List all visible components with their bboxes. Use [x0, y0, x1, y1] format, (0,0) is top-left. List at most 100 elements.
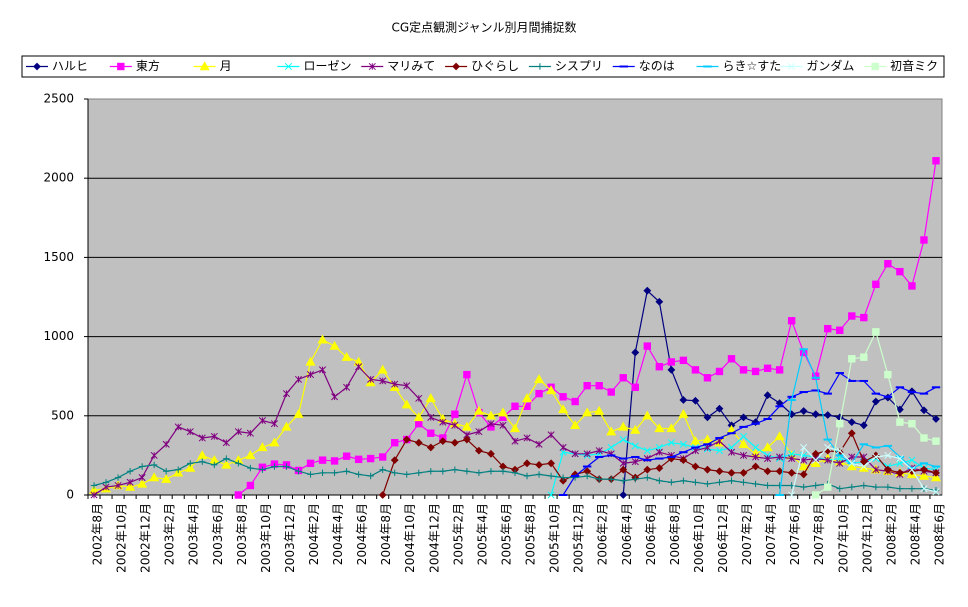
- y-tick-label: 2000: [43, 171, 74, 185]
- point: [872, 483, 880, 491]
- point: [341, 351, 352, 361]
- point: [654, 423, 665, 433]
- point: [872, 466, 880, 474]
- point: [619, 465, 628, 474]
- point: [690, 435, 701, 445]
- point: [787, 468, 796, 477]
- x-tick-label: 2004年2月: [307, 503, 321, 565]
- point: [199, 458, 206, 465]
- point: [439, 468, 447, 475]
- legend-label: ローゼン: [303, 59, 351, 73]
- point: [149, 472, 160, 482]
- point: [402, 435, 411, 444]
- point: [812, 456, 820, 464]
- x-tick-label: 2008年2月: [884, 503, 898, 565]
- point: [126, 478, 134, 486]
- point: [655, 362, 664, 371]
- point: [619, 436, 627, 444]
- point: [752, 453, 760, 461]
- point: [824, 483, 832, 491]
- point: [836, 447, 844, 455]
- point: [317, 334, 328, 344]
- point: [283, 463, 290, 470]
- plot-area: [87, 98, 943, 496]
- point: [836, 326, 844, 334]
- x-tick-label: 2006年6月: [644, 503, 658, 565]
- point: [752, 443, 760, 452]
- point: [499, 468, 507, 475]
- point: [932, 157, 940, 165]
- point: [331, 393, 339, 401]
- point: [379, 466, 386, 473]
- point: [305, 356, 316, 366]
- point: [666, 423, 677, 433]
- x-tick-label: 2003年12月: [283, 503, 297, 573]
- point: [245, 450, 256, 460]
- point: [692, 479, 699, 486]
- point: [138, 474, 146, 482]
- point: [812, 482, 819, 489]
- point: [751, 462, 760, 471]
- point: [509, 423, 521, 433]
- point: [619, 374, 627, 382]
- point: [461, 421, 472, 431]
- x-tick-label: 2006年8月: [668, 503, 682, 565]
- point: [667, 358, 676, 366]
- point: [668, 479, 675, 486]
- point: [642, 410, 653, 420]
- point: [150, 451, 158, 459]
- point: [715, 467, 724, 476]
- point: [896, 455, 904, 463]
- point: [269, 437, 280, 447]
- point: [235, 460, 242, 467]
- point: [523, 472, 531, 480]
- point: [607, 443, 615, 452]
- point: [571, 450, 579, 458]
- point: [595, 447, 603, 455]
- point: [511, 469, 519, 477]
- x-tick-label: 2005年10月: [548, 503, 562, 573]
- point: [366, 454, 375, 463]
- point: [644, 474, 651, 481]
- y-tick-label: 2500: [43, 92, 74, 106]
- point: [618, 421, 629, 431]
- point: [125, 481, 136, 491]
- point: [679, 396, 688, 404]
- point: [523, 434, 531, 442]
- legend-marker: [871, 62, 879, 71]
- point: [221, 459, 232, 469]
- point: [764, 482, 771, 489]
- point: [872, 328, 880, 336]
- x-tick-label: 2007年4月: [764, 503, 778, 565]
- point: [390, 456, 399, 465]
- point: [451, 421, 459, 429]
- point: [497, 407, 509, 417]
- point: [535, 389, 543, 398]
- point: [727, 468, 736, 477]
- point: [860, 353, 868, 361]
- point: [607, 388, 615, 396]
- x-tick-label: 2002年10月: [115, 503, 129, 573]
- point: [859, 421, 868, 430]
- point: [295, 468, 302, 475]
- point: [90, 491, 98, 499]
- x-tick-label: 2005年2月: [451, 503, 465, 565]
- point: [403, 471, 410, 478]
- point: [307, 471, 314, 478]
- legend-marker: [787, 62, 795, 71]
- point: [848, 483, 855, 491]
- point: [473, 405, 484, 415]
- legend-marker: [117, 62, 125, 71]
- point: [282, 390, 291, 398]
- point: [824, 456, 832, 464]
- point: [475, 469, 483, 477]
- legend-marker: [536, 63, 544, 70]
- point: [920, 406, 928, 415]
- legend-marker: [199, 61, 210, 71]
- point: [751, 367, 760, 376]
- point: [859, 457, 868, 466]
- x-tick-label: 2007年8月: [812, 503, 826, 565]
- point: [594, 405, 605, 415]
- point: [281, 421, 292, 431]
- point: [559, 443, 567, 452]
